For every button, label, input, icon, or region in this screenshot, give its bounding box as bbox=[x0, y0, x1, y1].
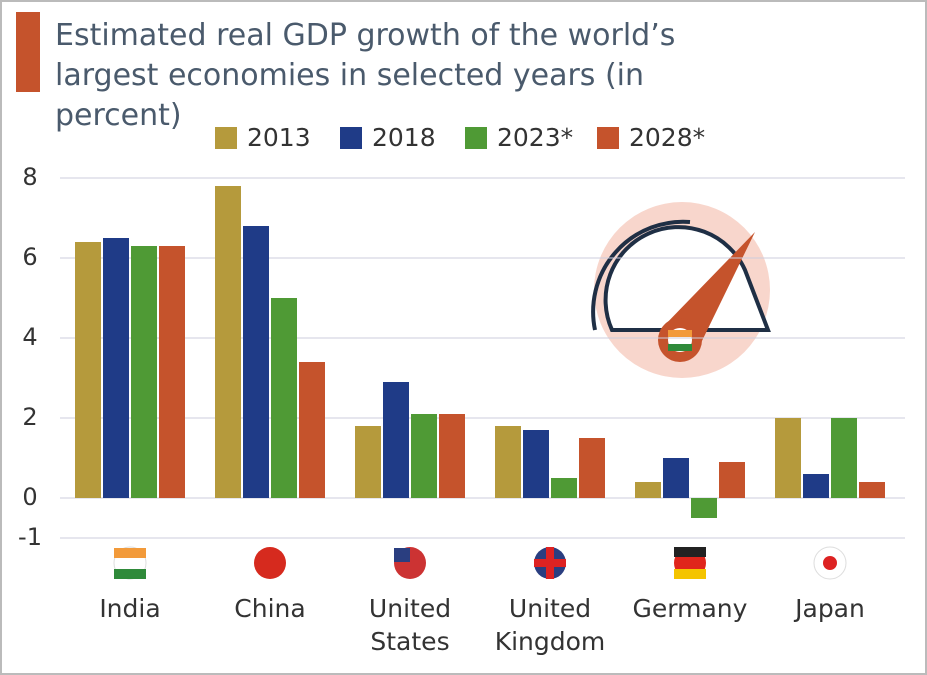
bar bbox=[663, 458, 689, 498]
bar bbox=[159, 246, 185, 498]
bar bbox=[719, 462, 745, 498]
bar bbox=[439, 414, 465, 498]
bar bbox=[579, 438, 605, 498]
legend-swatch bbox=[465, 127, 487, 149]
y-tick-label: 2 bbox=[22, 403, 37, 431]
y-tick-label: 6 bbox=[22, 243, 37, 271]
bar bbox=[635, 482, 661, 498]
flags bbox=[113, 546, 847, 580]
x-tick-label: China bbox=[234, 594, 306, 623]
legend-label: 2023* bbox=[497, 123, 573, 152]
legend-label: 2013 bbox=[247, 123, 311, 152]
bar bbox=[831, 418, 857, 498]
bar bbox=[803, 474, 829, 498]
legend-label: 2018 bbox=[372, 123, 436, 152]
bar bbox=[859, 482, 885, 498]
gauge-icon bbox=[591, 202, 771, 378]
x-tick-label: United Kingdom bbox=[494, 594, 606, 656]
bar bbox=[299, 362, 325, 498]
legend-swatch bbox=[215, 127, 237, 149]
x-tick-label: Japan bbox=[795, 594, 865, 623]
bar bbox=[75, 242, 101, 498]
bar bbox=[215, 186, 241, 498]
x-tick-label: United States bbox=[368, 594, 452, 656]
chart-title: Estimated real GDP growth of the world’s… bbox=[55, 18, 676, 133]
bar bbox=[103, 238, 129, 498]
legend-swatch bbox=[597, 127, 619, 149]
y-tick-label: 0 bbox=[22, 483, 37, 511]
bar bbox=[495, 426, 521, 498]
y-tick-label: 4 bbox=[22, 323, 37, 351]
bar bbox=[131, 246, 157, 498]
x-tick-label: India bbox=[99, 594, 161, 623]
legend-swatch bbox=[340, 127, 362, 149]
bar bbox=[355, 426, 381, 498]
legend-label: 2028* bbox=[629, 123, 705, 152]
bar bbox=[383, 382, 409, 498]
bar bbox=[523, 430, 549, 498]
y-tick-label: 8 bbox=[22, 163, 37, 191]
bar bbox=[551, 478, 577, 498]
bar bbox=[691, 498, 717, 518]
bar bbox=[243, 226, 269, 498]
bar bbox=[411, 414, 437, 498]
title-accent bbox=[16, 12, 40, 92]
x-tick-label: Germany bbox=[632, 594, 748, 623]
y-tick-label: -1 bbox=[18, 523, 42, 551]
bar bbox=[271, 298, 297, 498]
bar bbox=[775, 418, 801, 498]
